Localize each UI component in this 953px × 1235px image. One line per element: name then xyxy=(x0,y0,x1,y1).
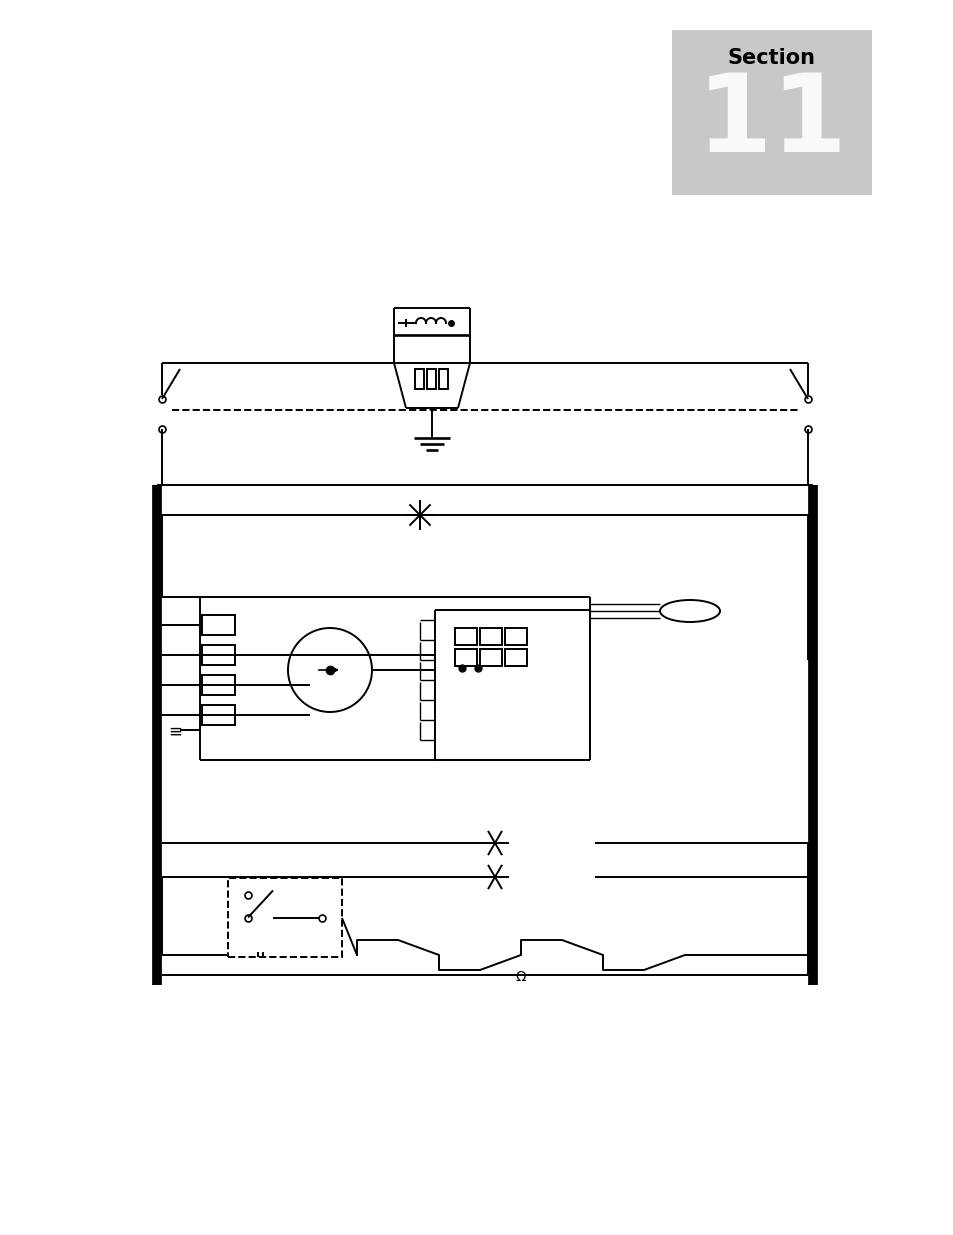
Text: ≡: ≡ xyxy=(168,722,182,741)
Text: Section: Section xyxy=(727,48,815,68)
Text: 11: 11 xyxy=(696,69,846,175)
FancyBboxPatch shape xyxy=(671,30,871,195)
Text: Ω: Ω xyxy=(516,969,526,984)
